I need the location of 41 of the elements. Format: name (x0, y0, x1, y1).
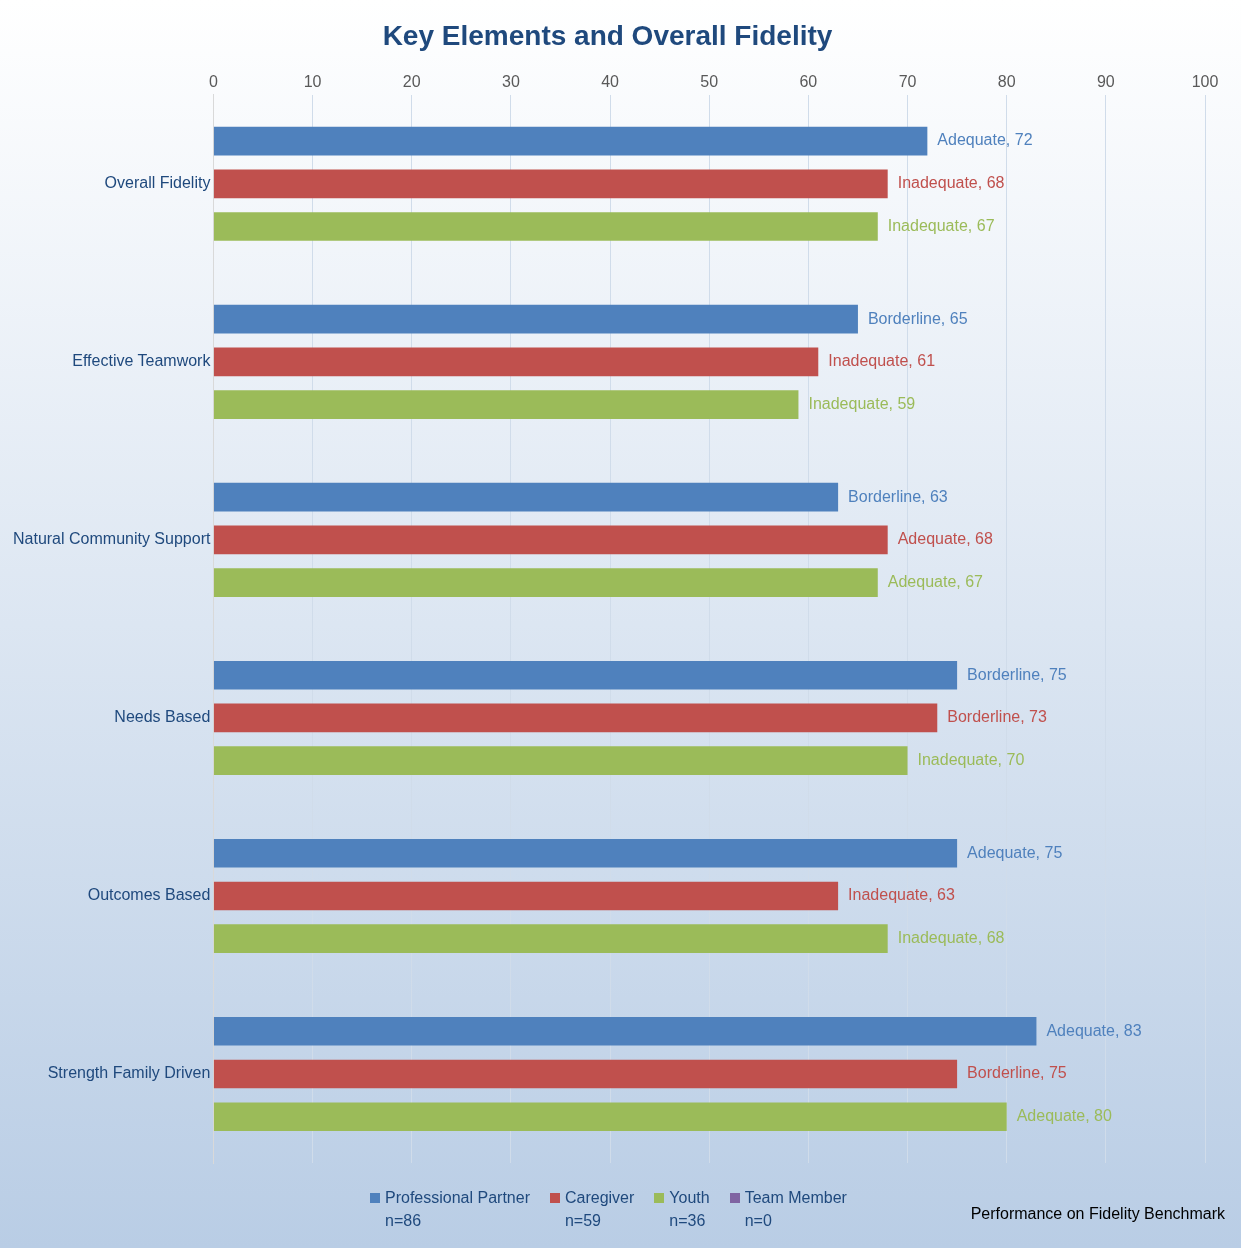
data-label: Adequate, 83 (1046, 1021, 1142, 1039)
data-label: Adequate, 68 (897, 530, 993, 548)
data-label: Inadequate, 70 (917, 751, 1025, 769)
legend-label: Professional Partner n=86 (385, 1188, 530, 1231)
y-tick-label: Natural Community Support (12, 530, 211, 548)
data-label: Borderline, 75 (967, 665, 1067, 683)
x-tick-label: 60 (799, 72, 818, 90)
x-tick-label: 50 (700, 72, 719, 90)
x-tick-label: 70 (898, 72, 917, 90)
data-label: Borderline, 65 (867, 309, 968, 327)
y-tick-label: Effective Teamwork (72, 352, 212, 370)
y-tick-label: Needs Based (114, 708, 211, 726)
data-label: Inadequate, 63 (848, 886, 955, 904)
text: Performance on Fidelity Benchmark (970, 1205, 1225, 1223)
x-tick-label: 90 (1096, 72, 1115, 90)
x-tick-label: 20 (402, 72, 421, 90)
x-tick-label: 10 (303, 72, 322, 90)
legend-label: Team Member n=0 (744, 1188, 847, 1231)
data-label: Inadequate, 67 (887, 216, 995, 234)
data-label: Inadequate, 68 (897, 174, 1005, 192)
x-tick-label: 0 (208, 72, 218, 90)
legend-label: Youth n=36 (669, 1188, 710, 1231)
y-tick-label: Overall Fidelity (104, 174, 211, 192)
x-tick-label: 100 (1191, 72, 1219, 90)
x-tick-label: 80 (997, 72, 1016, 90)
data-label: Inadequate, 61 (828, 352, 936, 370)
data-label: Adequate, 67 (887, 573, 984, 591)
chart-title: Key Elements and Overall Fidelity (382, 19, 833, 51)
data-label: Borderline, 63 (848, 487, 948, 505)
data-label: Borderline, 73 (947, 708, 1047, 726)
data-label: Borderline, 75 (967, 1064, 1067, 1082)
y-tick-label: Outcomes Based (87, 886, 211, 904)
data-label: Adequate, 80 (1016, 1107, 1112, 1125)
data-label: Adequate, 75 (967, 843, 1063, 861)
data-label: Adequate, 72 (937, 131, 1033, 149)
y-tick-label: Strength Family Driven (47, 1064, 211, 1082)
data-label: Inadequate, 68 (897, 929, 1005, 947)
data-label: Inadequate, 59 (808, 394, 916, 412)
x-tick-label: 40 (601, 72, 620, 90)
x-tick-label: 30 (501, 72, 520, 90)
legend-label: Caregiver n=59 (564, 1188, 635, 1231)
